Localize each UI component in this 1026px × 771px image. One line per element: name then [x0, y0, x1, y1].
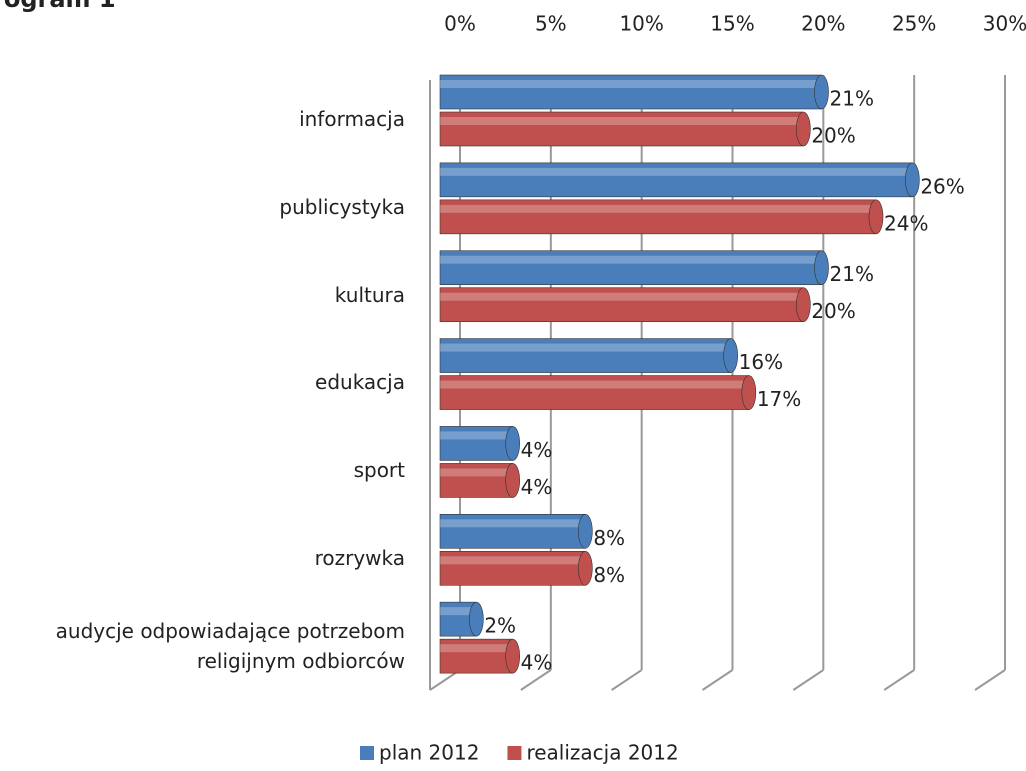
bar	[439, 74, 822, 110]
bar	[439, 162, 913, 198]
grid-line	[701, 669, 734, 691]
x-tick-label: 10%	[619, 12, 663, 36]
legend-label: plan 2012	[379, 741, 479, 765]
y-tick-label: informacja	[299, 106, 405, 131]
legend-label: realizacja 2012	[526, 741, 678, 765]
y-tick-label: kultura	[334, 282, 405, 307]
grid-line	[792, 669, 824, 691]
bar-cap	[741, 375, 757, 410]
bar	[439, 287, 804, 323]
bar-cap	[505, 426, 520, 461]
bar-highlight	[440, 380, 749, 389]
x-tick-label: 20%	[801, 12, 845, 36]
grid-line	[883, 669, 915, 691]
grid-line	[974, 669, 1006, 691]
bar-cap	[868, 199, 884, 235]
bar-cap	[814, 250, 829, 286]
bar	[439, 250, 822, 286]
x-tick-label: 25%	[892, 12, 936, 36]
bar-highlight	[440, 80, 822, 88]
bar	[439, 338, 731, 373]
bar-cap	[796, 111, 811, 147]
legend-swatch	[360, 746, 374, 760]
data-label: 20%	[811, 124, 855, 148]
bar-highlight	[440, 644, 513, 653]
y-tick-label: audycje odpowiadające potrzebom religijn…	[55, 619, 405, 674]
data-label: 21%	[830, 87, 874, 111]
bar-highlight	[440, 255, 822, 264]
bar	[439, 426, 513, 461]
grid-line	[520, 669, 552, 691]
bar-highlight	[440, 167, 913, 176]
bar-cap	[578, 550, 593, 586]
data-label: 4%	[521, 475, 553, 499]
y-tick-label: edukacja	[315, 370, 405, 395]
bar	[439, 638, 513, 674]
chart-title: rogram 1	[0, 0, 116, 13]
y-tick-label: sport	[353, 458, 405, 483]
bar	[439, 199, 877, 235]
bar-highlight	[440, 292, 804, 301]
bar-cap	[723, 338, 738, 373]
grid-line	[611, 669, 643, 691]
bar-cap	[905, 162, 920, 198]
data-label: 8%	[593, 526, 625, 550]
data-label: 2%	[484, 614, 516, 638]
bar-cap	[578, 513, 593, 549]
data-label: 4%	[521, 651, 553, 675]
data-label: 24%	[884, 211, 928, 235]
bar-cap	[505, 638, 520, 674]
bar	[439, 463, 513, 498]
bar	[439, 375, 750, 410]
x-tick-label: 0%	[444, 12, 476, 36]
bar-highlight	[440, 468, 513, 477]
y-tick-label: rozrywka	[314, 546, 405, 571]
bar-cap	[814, 74, 829, 110]
data-label: 17%	[757, 387, 801, 411]
data-label: 16%	[739, 350, 783, 374]
legend-swatch	[507, 746, 522, 760]
data-label: 20%	[811, 299, 855, 323]
x-tick-label: 5%	[535, 12, 567, 36]
bar-highlight	[440, 204, 876, 213]
bar	[439, 111, 804, 147]
bar-cap	[469, 601, 484, 637]
bar-highlight	[440, 343, 731, 352]
data-label: 26%	[920, 174, 964, 198]
bar-highlight	[440, 431, 513, 440]
y-tick-label: publicystyka	[279, 194, 405, 219]
bar-cap	[796, 287, 811, 323]
bar-highlight	[440, 519, 586, 528]
x-tick-label: 30%	[983, 12, 1026, 36]
data-label: 21%	[830, 262, 874, 286]
data-label: 4%	[521, 438, 553, 462]
bar-highlight	[440, 117, 804, 125]
bar-highlight	[440, 607, 477, 616]
data-label: 8%	[593, 563, 625, 587]
bar-highlight	[440, 556, 586, 565]
bar-cap	[505, 463, 520, 498]
x-tick-label: 15%	[710, 12, 754, 36]
